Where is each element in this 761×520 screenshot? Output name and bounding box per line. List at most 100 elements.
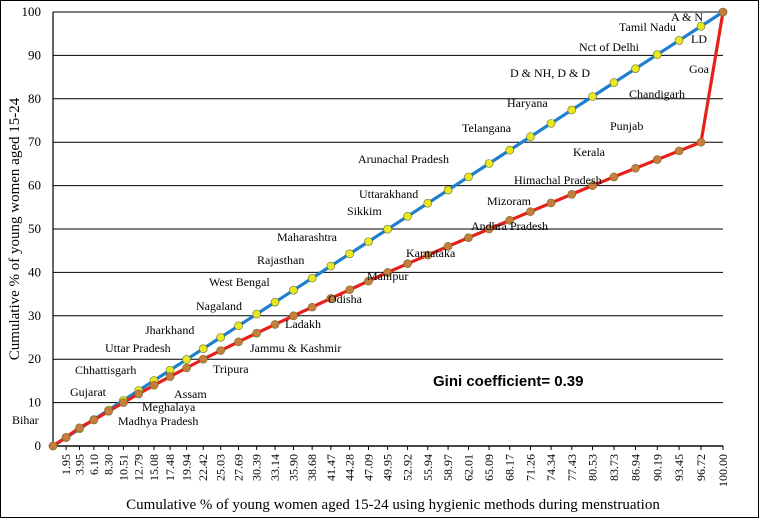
state-label: LD bbox=[691, 32, 707, 46]
x-tick-label: 25.03 bbox=[214, 454, 228, 481]
x-tick-label: 71.26 bbox=[523, 454, 537, 481]
equality-marker bbox=[631, 64, 640, 73]
x-tick-label: 77.43 bbox=[565, 454, 579, 481]
x-tick-label: 58.97 bbox=[441, 454, 455, 481]
equality-marker bbox=[198, 344, 208, 353]
state-label: Chandigarh bbox=[629, 87, 685, 101]
state-label: West Bengal bbox=[209, 275, 270, 289]
state-label: Tamil Nadu bbox=[619, 20, 676, 34]
lorenz-marker bbox=[234, 337, 243, 347]
lorenz-marker bbox=[443, 242, 453, 251]
x-tick-label: 38.68 bbox=[305, 454, 319, 481]
lorenz-marker bbox=[326, 294, 336, 303]
y-tick-label: 70 bbox=[28, 134, 41, 149]
state-label: Madhya Pradesh bbox=[118, 414, 198, 428]
state-label: Rajasthan bbox=[257, 253, 304, 267]
equality-marker bbox=[364, 237, 373, 246]
state-label: Mizoram bbox=[487, 194, 532, 208]
equality-marker bbox=[526, 132, 535, 142]
state-label: Tripura bbox=[213, 362, 249, 376]
equality-marker bbox=[464, 172, 473, 182]
equality-marker bbox=[423, 198, 433, 208]
y-axis-title: Cumulative % of young women aged 15-24 bbox=[7, 97, 23, 360]
lorenz-marker bbox=[364, 276, 373, 286]
lorenz-marker bbox=[609, 172, 619, 182]
y-tick-label: 10 bbox=[28, 395, 41, 410]
lorenz-marker bbox=[89, 415, 99, 425]
lorenz-marker bbox=[165, 372, 175, 381]
equality-marker bbox=[588, 92, 597, 101]
lorenz-marker bbox=[119, 398, 128, 407]
lorenz-marker bbox=[134, 389, 143, 399]
state-label: Punjab bbox=[610, 119, 643, 133]
equality-marker bbox=[609, 78, 619, 87]
lorenz-marker bbox=[588, 181, 597, 190]
y-tick-label: 100 bbox=[22, 4, 42, 19]
y-tick-label: 60 bbox=[28, 178, 41, 193]
lorenz-marker bbox=[270, 320, 280, 329]
state-label: Maharashtra bbox=[277, 230, 338, 244]
x-tick-label: 100.00 bbox=[716, 454, 730, 487]
x-tick-label: 86.94 bbox=[628, 454, 642, 481]
y-tick-label: 20 bbox=[28, 351, 41, 366]
state-label: Goa bbox=[689, 62, 710, 76]
equality-marker bbox=[252, 309, 261, 319]
x-tick-label: 10.51 bbox=[116, 454, 130, 481]
equality-marker bbox=[652, 50, 662, 59]
x-tick-label: 1.95 bbox=[59, 454, 73, 475]
lorenz-marker bbox=[403, 259, 412, 269]
x-tick-label: 8.30 bbox=[102, 454, 116, 475]
y-tick-label: 50 bbox=[28, 221, 41, 236]
equality-marker bbox=[696, 21, 706, 31]
state-label: Meghalaya bbox=[142, 400, 196, 414]
y-tick-label: 80 bbox=[28, 91, 41, 106]
x-tick-label: 27.69 bbox=[232, 454, 246, 481]
gini-annotation: Gini coefficient= 0.39 bbox=[433, 373, 583, 390]
state-label: Telangana bbox=[462, 121, 512, 135]
x-tick-label: 19.94 bbox=[180, 454, 194, 481]
equality-marker bbox=[546, 119, 556, 128]
state-label: Nagaland bbox=[196, 299, 242, 313]
x-tick-label: 96.72 bbox=[694, 454, 708, 481]
y-tick-label: 0 bbox=[35, 438, 42, 453]
lorenz-marker bbox=[182, 363, 191, 373]
x-tick-label: 44.28 bbox=[343, 454, 357, 481]
state-label: Sikkim bbox=[347, 204, 382, 218]
x-tick-label: 22.42 bbox=[196, 454, 210, 481]
state-label: Bihar bbox=[12, 413, 39, 427]
equality-marker bbox=[307, 273, 317, 283]
lorenz-marker bbox=[464, 233, 473, 242]
state-label: Chhattisgarh bbox=[75, 363, 136, 377]
x-tick-label: 15.08 bbox=[147, 454, 161, 481]
x-tick-label: 55.94 bbox=[421, 454, 435, 481]
x-tick-label: 62.01 bbox=[461, 454, 475, 481]
equality-marker bbox=[403, 212, 412, 221]
x-tick-label: 83.73 bbox=[607, 454, 621, 481]
lorenz-marker bbox=[48, 441, 58, 451]
equality-marker bbox=[674, 36, 684, 45]
x-tick-label: 6.10 bbox=[87, 454, 101, 475]
y-tick-label: 30 bbox=[28, 308, 41, 323]
y-tick-label: 90 bbox=[28, 47, 41, 62]
x-tick-label: 49.95 bbox=[381, 454, 395, 481]
lorenz-marker bbox=[75, 423, 84, 433]
state-label: Karnataka bbox=[406, 246, 456, 260]
equality-marker bbox=[345, 249, 354, 259]
x-tick-label: 90.19 bbox=[650, 454, 664, 481]
equality-marker bbox=[484, 159, 494, 168]
state-label: Uttar Pradesh bbox=[105, 341, 171, 355]
state-label: Arunachal Pradesh bbox=[358, 152, 449, 166]
state-label: Ladakh bbox=[285, 317, 321, 331]
equality-marker bbox=[182, 355, 191, 364]
state-label: Jharkhand bbox=[145, 323, 194, 337]
state-label: Assam bbox=[174, 387, 207, 401]
lorenz-marker bbox=[289, 311, 298, 321]
equality-marker bbox=[270, 297, 280, 307]
equality-marker bbox=[383, 224, 392, 234]
x-tick-label: 35.90 bbox=[287, 454, 301, 481]
state-label: D & NH, D & D bbox=[510, 66, 590, 80]
x-tick-label: 52.92 bbox=[401, 454, 415, 481]
lorenz-marker bbox=[216, 346, 226, 355]
lorenz-marker bbox=[149, 380, 159, 390]
